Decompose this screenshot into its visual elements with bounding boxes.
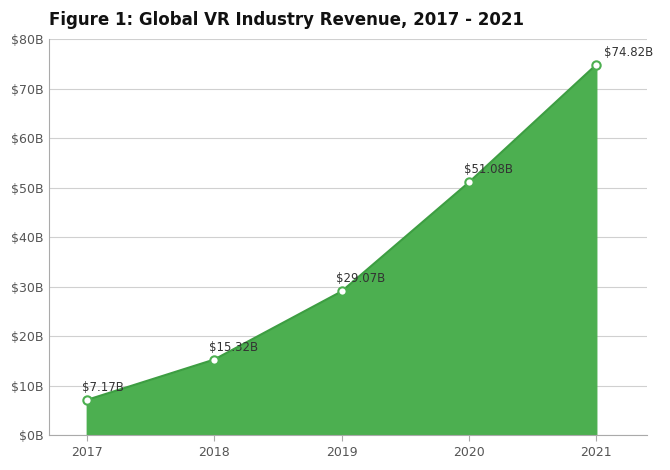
Text: $15.32B: $15.32B: [209, 341, 258, 353]
Text: $74.82B: $74.82B: [604, 46, 653, 59]
Text: $29.07B: $29.07B: [336, 273, 386, 285]
Text: $51.08B: $51.08B: [464, 164, 513, 176]
Text: Figure 1: Global VR Industry Revenue, 2017 - 2021: Figure 1: Global VR Industry Revenue, 20…: [49, 11, 523, 29]
Text: $7.17B: $7.17B: [82, 381, 123, 394]
